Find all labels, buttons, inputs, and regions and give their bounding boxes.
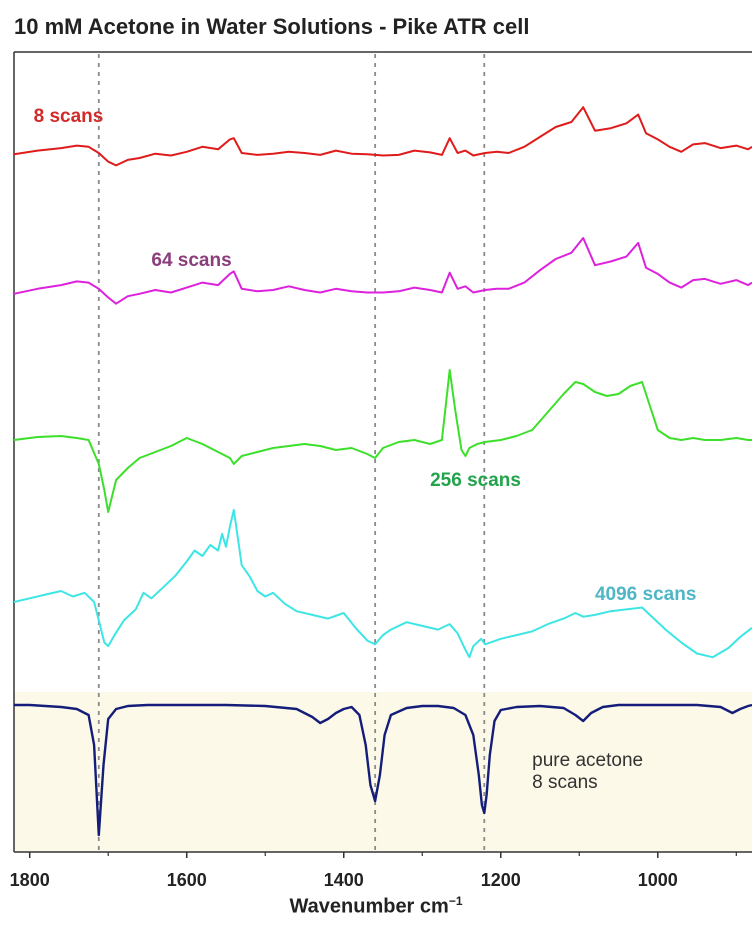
x-axis-label-text: Wavenumber cm <box>289 895 449 918</box>
x-tick-label: 1200 <box>481 870 521 890</box>
series-label-0: 8 scans <box>34 106 104 127</box>
series-line-2 <box>13 369 752 513</box>
x-ticks: 1800 1600 1400 1200 1000 <box>10 852 737 890</box>
chart-title: 10 mM Acetone in Water Solutions - Pike … <box>14 14 530 39</box>
series-label-4: 8 scans <box>532 772 597 793</box>
series-line-4 <box>14 703 752 837</box>
series-label-2: 256 scans <box>430 470 521 491</box>
x-tick-label: 1800 <box>10 870 50 890</box>
x-axis-label-exponent: −1 <box>448 894 463 908</box>
series-label-1: 64 scans <box>151 250 231 271</box>
series-group <box>13 106 752 837</box>
reference-lines <box>97 54 486 852</box>
x-tick-label: 1400 <box>324 870 364 890</box>
x-tick-label: 1000 <box>638 870 678 890</box>
series-line-0 <box>13 106 752 167</box>
series-labels: 8 scans 64 scans 256 scans 4096 scans pure a… <box>34 106 697 793</box>
series-line-1 <box>13 237 752 305</box>
x-tick-label: 1600 <box>167 870 207 890</box>
pure-acetone-background <box>14 692 752 852</box>
series-label-3: 4096 scans <box>595 584 696 605</box>
series-label-4: pure acetone <box>532 750 643 771</box>
x-axis-label: Wavenumber cm−1 <box>0 894 752 919</box>
series-line-3 <box>13 509 752 659</box>
